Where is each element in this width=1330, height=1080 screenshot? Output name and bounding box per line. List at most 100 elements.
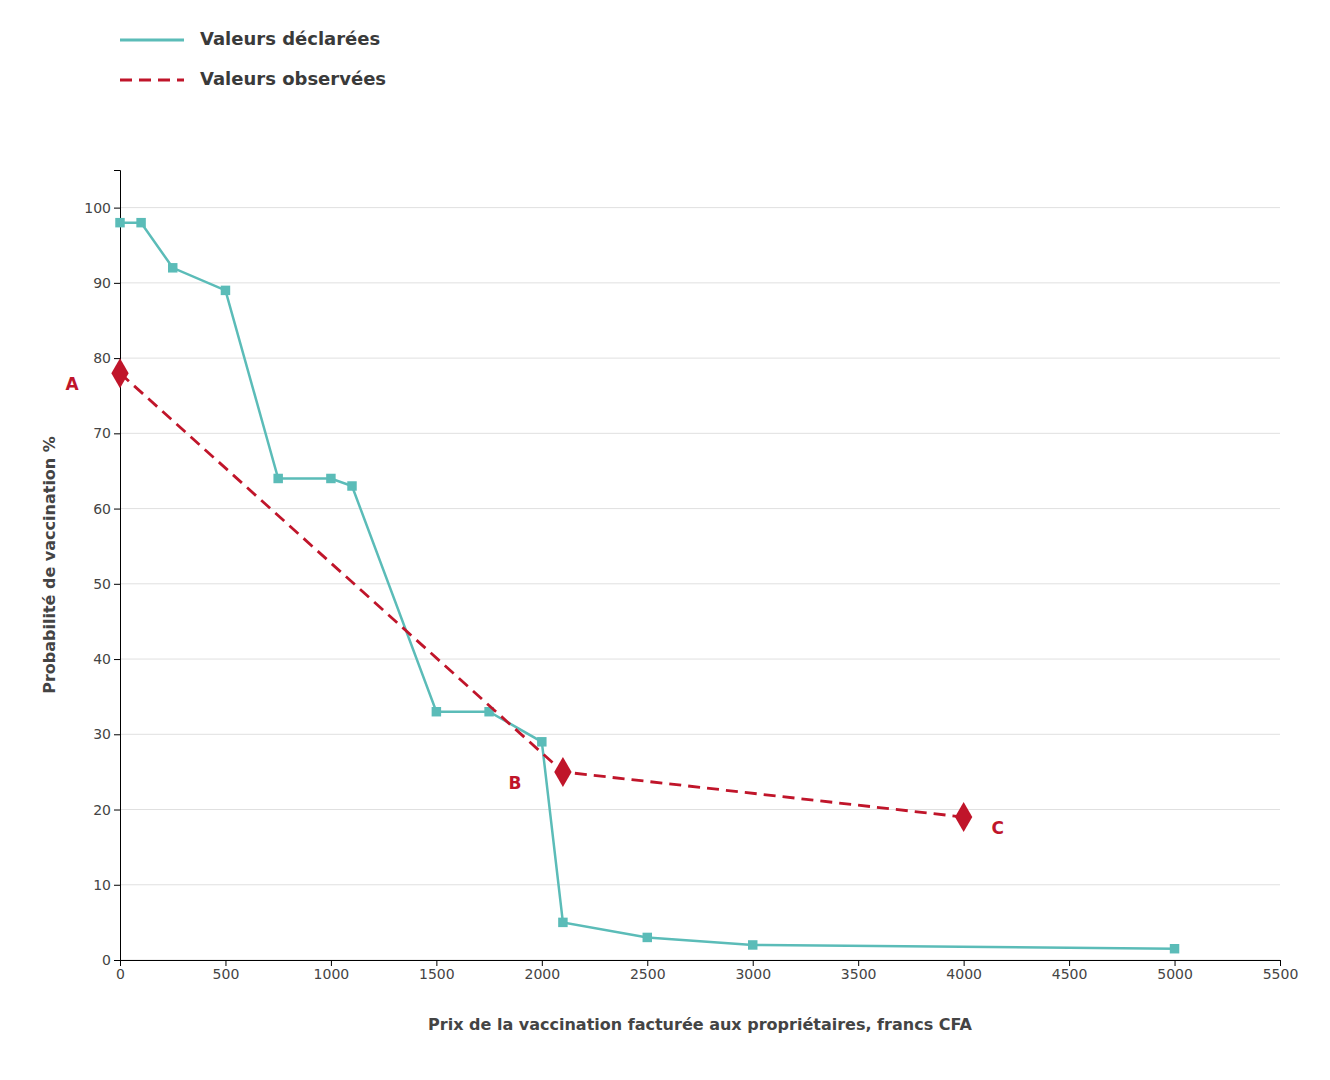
tick-label: 0 — [102, 952, 111, 968]
tick-label: 5500 — [1263, 966, 1299, 982]
tick-label: 2000 — [524, 966, 560, 982]
y-axis: 0 10 20 30 40 50 60 70 80 90 100 — [84, 171, 120, 968]
tick: 3000 — [735, 960, 771, 982]
tick: 30 — [93, 726, 120, 742]
tick-label: 4500 — [1052, 966, 1088, 982]
x-axis: 0 500 1000 1500 2000 2500 3000 3500 4000 4500 5000… — [116, 960, 1298, 982]
series-marker — [554, 757, 571, 787]
tick-label: 1500 — [419, 966, 455, 982]
tick: 60 — [93, 501, 120, 517]
tick: 80 — [93, 350, 120, 366]
tick-label: 80 — [93, 350, 111, 366]
tick-mark — [114, 358, 120, 359]
tick-mark — [114, 659, 120, 660]
legend: Valeurs déclarées Valeurs observées — [120, 28, 386, 89]
tick-label: 3500 — [841, 966, 877, 982]
legend-item: Valeurs déclarées — [120, 28, 380, 49]
series-marker — [347, 481, 356, 490]
legend-label: Valeurs déclarées — [200, 28, 380, 49]
series-marker — [168, 263, 177, 272]
series-marker — [643, 933, 652, 942]
series-marker — [273, 474, 282, 483]
series-marker — [1170, 944, 1179, 953]
tick-label: 500 — [213, 966, 240, 982]
tick-label: 10 — [93, 877, 111, 893]
series-marker — [748, 940, 757, 949]
tick-mark — [114, 433, 120, 434]
tick-label: 100 — [84, 200, 111, 216]
tick: 50 — [93, 576, 120, 592]
series-marker — [537, 737, 546, 746]
tick-label: 1000 — [314, 966, 350, 982]
y-axis-title: Probabilité de vaccination % — [40, 436, 59, 694]
tick: 20 — [93, 802, 120, 818]
plot: 0500100015002000250030003500400045005000… — [65, 171, 1298, 982]
tick: 5500 — [1263, 960, 1299, 982]
axis-line — [121, 961, 1281, 967]
tick: 70 — [93, 425, 120, 441]
annotation: A — [65, 374, 79, 394]
annotation: C — [991, 818, 1003, 838]
grid-line — [120, 207, 1280, 208]
tick-label: 50 — [93, 576, 111, 592]
tick-mark — [114, 960, 120, 961]
grid-line — [120, 583, 1280, 584]
series-marker — [115, 218, 124, 227]
tick-label: 90 — [93, 275, 111, 291]
tick-mark — [114, 283, 120, 284]
series-marker — [558, 918, 567, 927]
tick: 100 — [84, 200, 120, 216]
tick: 90 — [93, 275, 120, 291]
series-marker — [136, 218, 145, 227]
legend-swatch — [120, 39, 184, 42]
tick: 2500 — [630, 960, 666, 982]
tick: 0 — [116, 960, 125, 982]
grid-line — [120, 508, 1280, 509]
annotations: A B C — [65, 374, 1003, 838]
tick-label: 5000 — [1157, 966, 1193, 982]
tick-label: 30 — [93, 726, 111, 742]
tick-mark — [114, 509, 120, 510]
marks — [111, 218, 1179, 954]
grid-line — [120, 358, 1280, 359]
tick-label: 40 — [93, 651, 111, 667]
tick-mark — [114, 584, 120, 585]
grid-line — [120, 884, 1280, 885]
tick: 4000 — [946, 960, 982, 982]
tick-label: 0 — [116, 966, 125, 982]
tick: 0 — [102, 952, 120, 968]
series-marker — [955, 802, 972, 832]
grid-line — [120, 433, 1280, 434]
x-axis-title: Prix de la vaccination facturée aux prop… — [428, 1015, 973, 1034]
tick: 500 — [213, 960, 240, 982]
tick-label: 4000 — [946, 966, 982, 982]
tick-label: 3000 — [735, 966, 771, 982]
tick-label: 2500 — [630, 966, 666, 982]
tick-label: 70 — [93, 425, 111, 441]
grid — [120, 208, 1280, 960]
chart: 0500100015002000250030003500400045005000… — [0, 0, 1330, 1080]
series-marker — [326, 474, 335, 483]
series-marker — [111, 358, 128, 388]
series-marker — [432, 707, 441, 716]
annotation: B — [508, 773, 521, 793]
series-marker — [221, 286, 230, 295]
tick-mark — [114, 208, 120, 209]
series-line — [120, 373, 964, 817]
grid-line — [120, 734, 1280, 735]
tick: 4500 — [1052, 960, 1088, 982]
grid-line — [120, 809, 1280, 810]
tick-label: 20 — [93, 802, 111, 818]
tick-mark — [114, 885, 120, 886]
tick: 2000 — [524, 960, 560, 982]
tick: 1500 — [419, 960, 455, 982]
legend-label: Valeurs observées — [200, 68, 386, 89]
legend-item: Valeurs observées — [120, 68, 386, 89]
grid-line — [120, 659, 1280, 660]
tick: 1000 — [314, 960, 350, 982]
tick-label: 60 — [93, 501, 111, 517]
tick: 5000 — [1157, 960, 1193, 982]
tick-mark — [114, 810, 120, 811]
axis-line — [114, 171, 121, 961]
tick-mark — [114, 734, 120, 735]
